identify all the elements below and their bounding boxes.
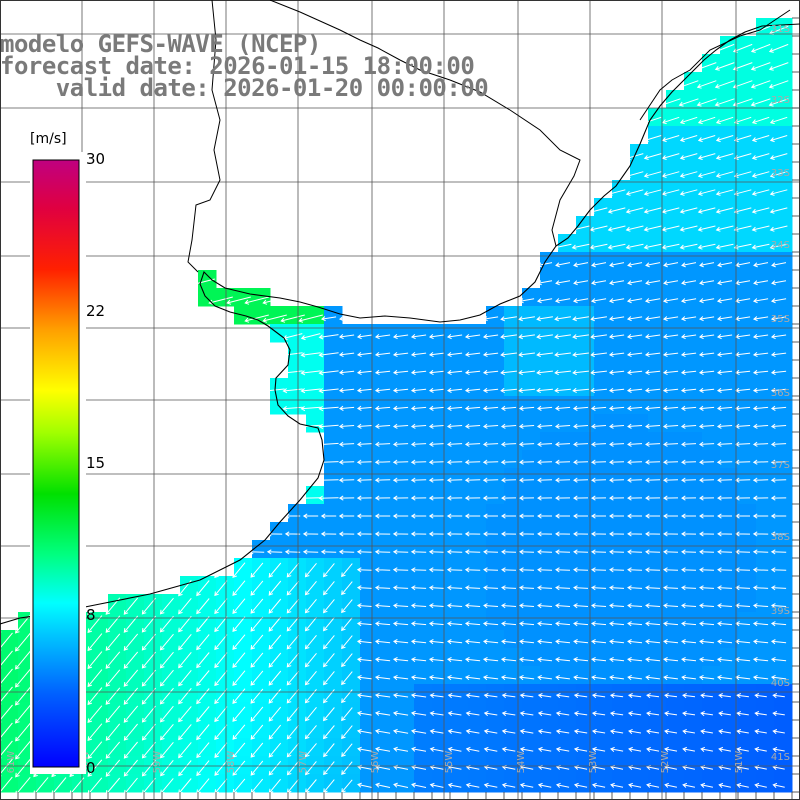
colorbar-tick-label: 22 xyxy=(86,302,106,320)
title-forecast-date: forecast date: 2026-01-15 18:00:00 xyxy=(0,52,475,80)
latitude-label: 37S xyxy=(771,460,790,471)
longitude-label: 61W xyxy=(6,751,17,774)
longitude-label: 54W xyxy=(516,751,527,774)
latitude-label: 31S xyxy=(771,24,790,35)
latitude-label: 40S xyxy=(771,678,790,689)
latitude-label: 35S xyxy=(771,314,790,325)
latitude-label: 39S xyxy=(771,606,790,617)
longitude-label: 51W xyxy=(734,751,745,774)
latitude-label: 34S xyxy=(771,240,790,251)
title-model: modelo GEFS-WAVE (NCEP) xyxy=(0,30,321,58)
colorbar-tick-label: 15 xyxy=(86,454,106,472)
colorbar-tick-label: 0 xyxy=(86,759,96,777)
longitude-label: 58W xyxy=(226,751,237,774)
latitude-label: 36S xyxy=(771,388,790,399)
latitude-label: 33S xyxy=(771,168,790,179)
latitude-label: 32S xyxy=(771,95,790,106)
colorbar-tick-label: 30 xyxy=(86,150,106,168)
longitude-label: 52W xyxy=(660,751,671,774)
coastline xyxy=(0,0,800,625)
title-valid-date: valid date: 2026-01-20 00:00:00 xyxy=(0,74,489,102)
colorbar-tick-label: 8 xyxy=(86,606,96,624)
longitude-label: 55W xyxy=(444,751,455,774)
latitude-labels: 31S 32S 33S 34S 35S 36S 37S 38S 39S 40S 41S xyxy=(771,24,790,763)
longitude-label: 56W xyxy=(370,751,381,774)
colorbar-ramp xyxy=(32,159,80,768)
longitude-label: 53W xyxy=(588,751,599,774)
longitude-label: 57W xyxy=(298,751,309,774)
colorbar-unit-label: [m/s] xyxy=(30,131,67,147)
latitude-label: 41S xyxy=(771,752,790,763)
colorbar xyxy=(30,152,86,774)
longitude-label: 59W xyxy=(152,751,163,774)
latitude-label: 38S xyxy=(771,532,790,543)
